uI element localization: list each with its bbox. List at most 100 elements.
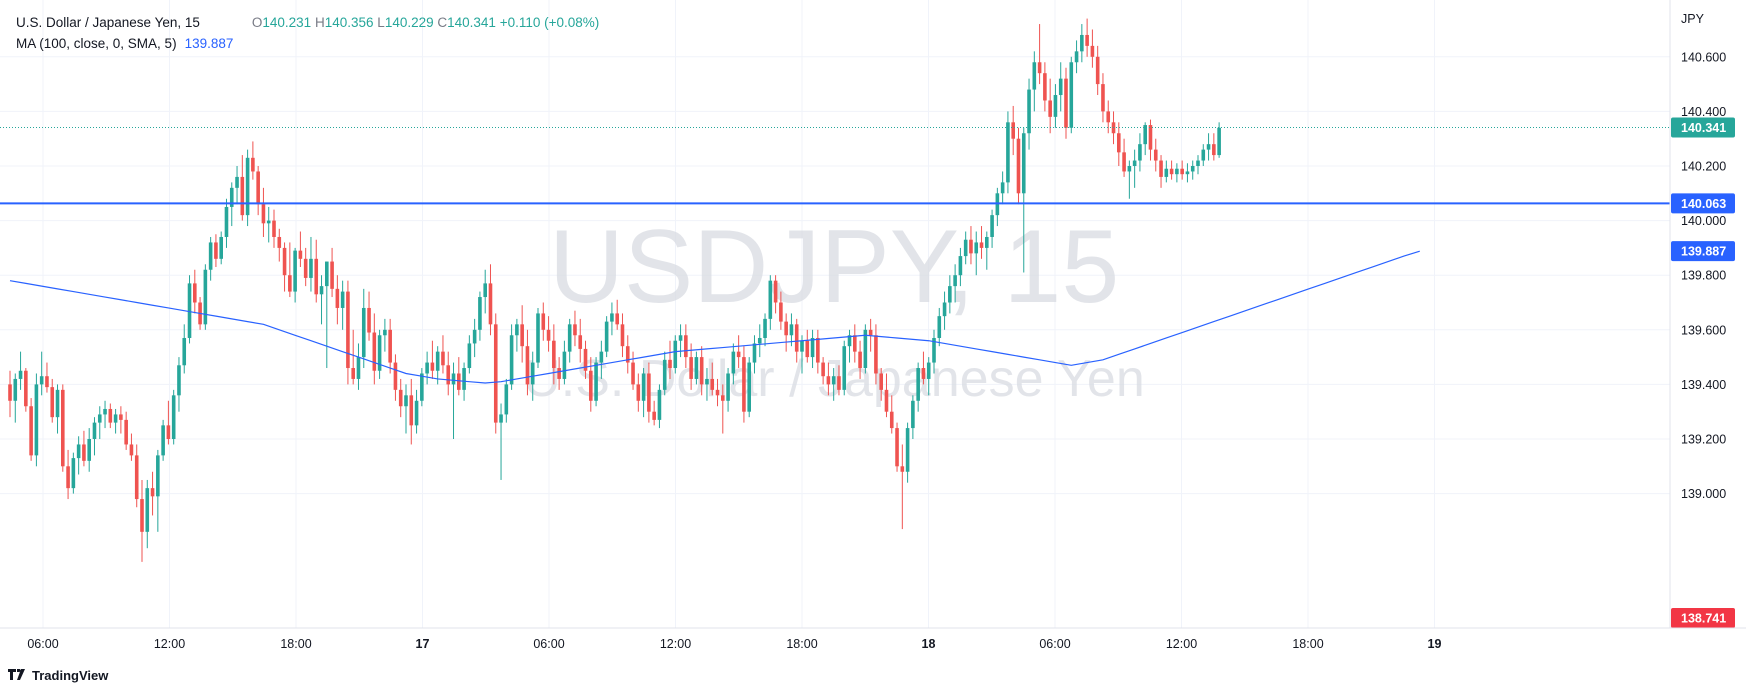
y-tick-label: 140.000 (1681, 214, 1726, 228)
candle-body (1138, 144, 1142, 161)
candle-body (8, 384, 12, 401)
candle-body (82, 444, 86, 461)
candle (895, 422, 899, 472)
candle-body (520, 324, 524, 347)
candle-body (773, 280, 778, 303)
candle-body (747, 362, 751, 412)
candle-body (721, 395, 725, 401)
candle (578, 318, 583, 363)
candle-body (319, 286, 324, 295)
candle-body (1217, 127, 1221, 156)
candle (768, 275, 773, 330)
candle (1185, 163, 1190, 183)
candle-body (472, 329, 477, 344)
candle (34, 373, 39, 467)
candle-body (647, 373, 651, 412)
candle-body (963, 239, 968, 257)
candle-body (794, 324, 799, 352)
candle-body (462, 368, 466, 390)
candle-body (1048, 100, 1052, 117)
candle (203, 264, 208, 330)
candle (97, 406, 102, 439)
candle (367, 291, 371, 341)
candle-body (905, 428, 910, 472)
candle-body (509, 335, 514, 385)
candle (599, 340, 604, 379)
candle (699, 346, 704, 396)
candle-body (478, 297, 482, 330)
candle (361, 288, 366, 369)
candle (610, 302, 614, 336)
candle (103, 400, 107, 429)
candle (330, 247, 334, 298)
candle (1074, 40, 1079, 74)
candle (377, 329, 382, 379)
candle (29, 398, 33, 461)
ma-badge: 139.887 (1671, 241, 1735, 262)
price-scale[interactable]: JPY 139.000139.200139.400139.600139.8001… (1669, 0, 1735, 628)
candle-body (958, 256, 963, 276)
candle (757, 324, 762, 358)
candle-body (361, 307, 366, 358)
candle (821, 357, 825, 385)
candle-body (1053, 95, 1058, 117)
candle-body (874, 335, 878, 374)
x-tick-label: 18:00 (1292, 637, 1323, 651)
candle (721, 384, 725, 434)
candle-body (932, 337, 936, 363)
y-tick-label: 139.400 (1681, 378, 1726, 392)
candle (145, 479, 150, 549)
candle (963, 231, 968, 265)
candle (76, 436, 81, 475)
candle (1043, 62, 1047, 112)
x-tick-label: 18 (922, 637, 936, 651)
candle (710, 362, 715, 396)
candle (1011, 105, 1015, 156)
candle-body (937, 316, 942, 338)
candle-body (599, 351, 604, 363)
badge-label: 138.741 (1681, 612, 1726, 626)
candle (8, 370, 12, 418)
candle (13, 373, 18, 423)
candle (1016, 127, 1021, 205)
candle-body (921, 368, 926, 379)
candle-body (29, 406, 33, 456)
candle-body (889, 411, 894, 429)
candle-body (1153, 149, 1158, 161)
candle-body (1117, 133, 1121, 153)
legend-ma-label[interactable]: MA (100, close, 0, SMA, 5) (16, 36, 177, 51)
x-tick-labels: 06:00 12:00 18:00 17 06:00 12:00 18:00 18 06:00 1… (27, 637, 1441, 651)
candle-body (583, 348, 588, 371)
candle (1212, 133, 1216, 161)
candle-body (1000, 182, 1005, 194)
candle-body (61, 389, 65, 467)
candle (779, 291, 783, 330)
candle-body (1043, 73, 1047, 101)
candle-body (816, 337, 820, 363)
badge-label: 139.887 (1681, 245, 1726, 259)
candle-body (546, 329, 551, 341)
candle-body (1095, 56, 1100, 85)
candle (937, 307, 942, 347)
candle (694, 351, 699, 385)
x-tick-label: 06:00 (533, 637, 564, 651)
candle (298, 231, 303, 268)
candle-body (900, 466, 905, 472)
badge-bg (1671, 241, 1735, 262)
candle (916, 362, 920, 412)
candle (911, 395, 915, 439)
candle (272, 209, 276, 248)
tradingview-attribution[interactable]: TradingView (8, 668, 108, 683)
candle-body (1090, 45, 1095, 57)
candle (1169, 160, 1174, 180)
candle (789, 313, 794, 347)
currency-label: JPY (1681, 12, 1705, 26)
time-scale[interactable]: 06:00 12:00 18:00 17 06:00 12:00 18:00 18 06:00 1… (0, 627, 1746, 651)
legend-symbol[interactable]: U.S. Dollar / Japanese Yen, 15 (16, 15, 200, 30)
candle-body (113, 414, 118, 423)
candle-body (245, 157, 250, 216)
candle-body (140, 499, 144, 532)
candle (467, 335, 472, 374)
candle-body (377, 335, 382, 371)
